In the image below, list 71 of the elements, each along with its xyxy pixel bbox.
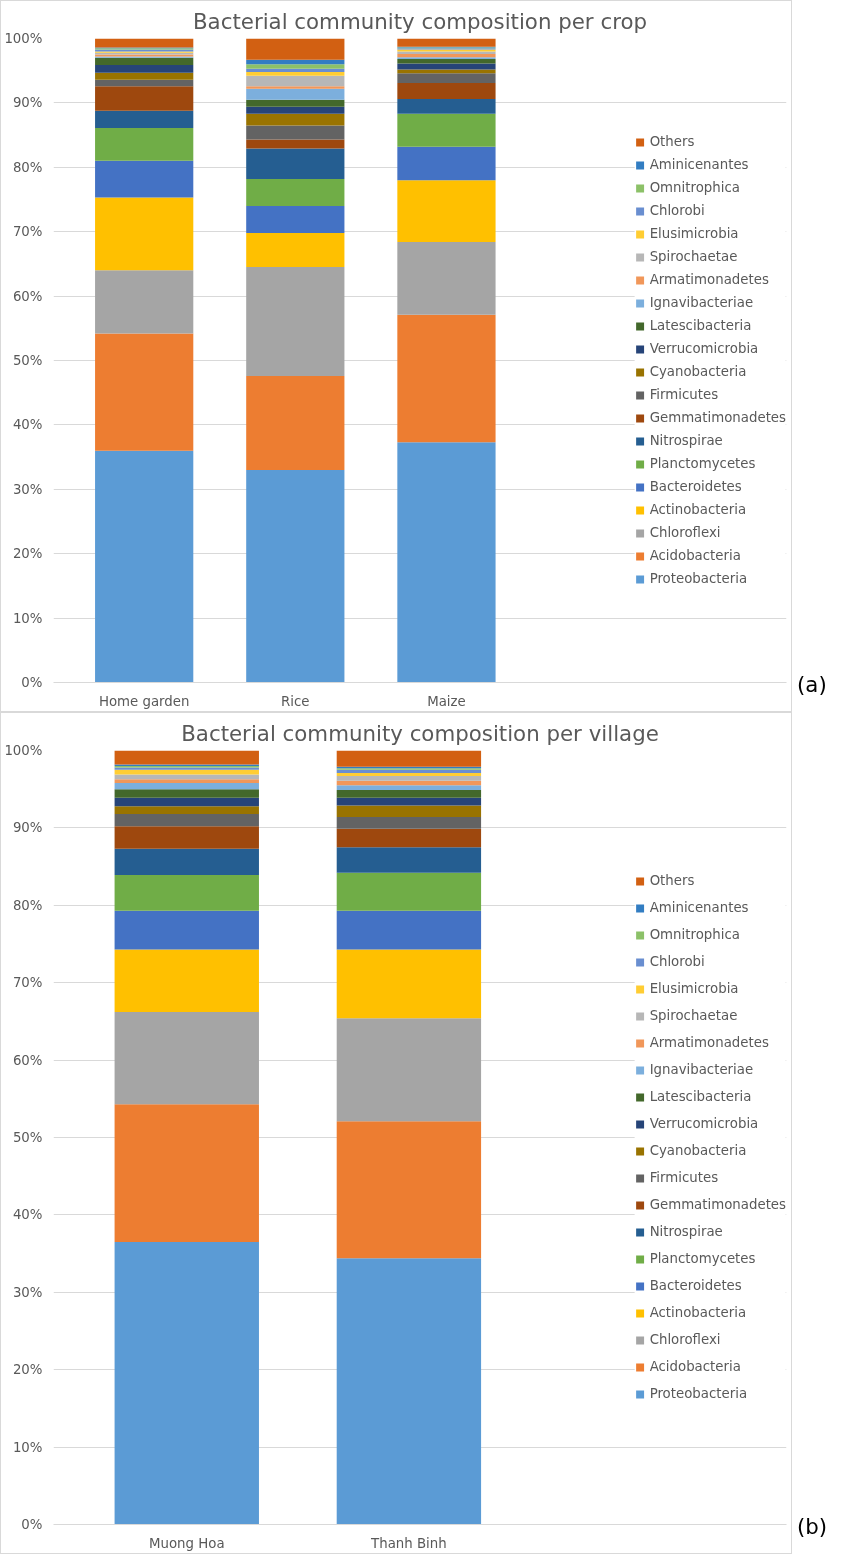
y-tick-label: 90% xyxy=(12,95,43,111)
legend-label: Verrucomicrobia xyxy=(649,1116,759,1131)
y-tick-label: 40% xyxy=(12,417,43,433)
legend-label: Bacteroidetes xyxy=(649,1278,742,1293)
legend-label: Acidobacteria xyxy=(649,1359,741,1374)
legend-label: Omnitrophica xyxy=(649,927,740,942)
legend-label: Spirochaetae xyxy=(649,249,738,264)
legend-label: Gemmatimonadetes xyxy=(649,410,786,425)
legend-label: Actinobacteria xyxy=(649,502,747,517)
y-tick-label: 70% xyxy=(12,975,43,991)
y-tick-label: 10% xyxy=(12,1439,43,1455)
y-tick-label: 20% xyxy=(12,546,43,562)
legend-label: Others xyxy=(649,134,695,149)
x-tick-label: Rice xyxy=(281,693,310,709)
y-tick-label: 100% xyxy=(4,31,43,46)
legend-label: Chlorobi xyxy=(649,203,705,218)
y-tick-label: 100% xyxy=(4,743,43,758)
y-tick-label: 0% xyxy=(21,1517,43,1532)
legend-label: Bacteroidetes xyxy=(649,479,742,494)
chart-title: Bacterial community composition per crop xyxy=(192,8,648,34)
legend-label: Proteobacteria xyxy=(649,571,748,586)
y-tick-label: 30% xyxy=(12,481,43,497)
legend-label: Chlorobi xyxy=(649,954,705,969)
legend-label: Planctomycetes xyxy=(649,456,756,471)
legend-label: Nitrospirae xyxy=(649,433,723,448)
legend-label: Proteobacteria xyxy=(649,1386,748,1401)
legend-label: Aminicenantes xyxy=(649,157,749,172)
legend-label: Gemmatimonadetes xyxy=(649,1197,786,1212)
y-tick-label: 70% xyxy=(12,224,43,240)
x-tick-label: Maize xyxy=(427,693,466,709)
x-tick-label: Muong Hoa xyxy=(148,1535,225,1551)
y-tick-label: 60% xyxy=(12,288,43,304)
y-tick-label: 20% xyxy=(12,1362,43,1378)
legend-label: Armatimonadetes xyxy=(649,1035,769,1050)
legend-label: Firmicutes xyxy=(649,1170,719,1185)
y-tick-label: 10% xyxy=(12,610,43,626)
x-tick-label: Home garden xyxy=(98,693,190,709)
y-tick-label: 80% xyxy=(12,897,43,913)
legend-label: Spirochaetae xyxy=(649,1008,738,1023)
legend-label: Latescibacteria xyxy=(649,318,752,333)
chart-title: Bacterial community composition per village xyxy=(181,720,659,746)
y-tick-label: 40% xyxy=(12,1207,43,1223)
legend-label: Cyanobacteria xyxy=(649,1143,747,1158)
legend-label: Cyanobacteria xyxy=(649,364,747,379)
legend-label: Nitrospirae xyxy=(649,1224,723,1239)
y-tick-label: 30% xyxy=(12,1284,43,1300)
legend-label: Acidobacteria xyxy=(649,548,741,563)
y-tick-label: 90% xyxy=(12,820,43,836)
legend-label: Firmicutes xyxy=(649,387,719,402)
legend-label: Elusimicrobia xyxy=(649,981,739,996)
legend-label: Latescibacteria xyxy=(649,1089,752,1104)
legend-label: Aminicenantes xyxy=(649,900,749,915)
text: (b) xyxy=(797,1513,828,1541)
legend-label: Omnitrophica xyxy=(649,180,740,195)
legend-label: Ignavibacteriae xyxy=(649,295,754,310)
y-tick-label: 80% xyxy=(12,159,43,175)
y-tick-label: 0% xyxy=(21,675,43,690)
legend-label: Verrucomicrobia xyxy=(649,341,759,356)
y-tick-label: 50% xyxy=(12,353,43,368)
legend-label: Actinobacteria xyxy=(649,1305,747,1320)
legend-label: Elusimicrobia xyxy=(649,226,739,241)
y-tick-label: 50% xyxy=(12,1130,43,1145)
legend-label: Ignavibacteriae xyxy=(649,1062,754,1077)
x-tick-label: Thanh Binh xyxy=(370,1535,447,1551)
legend-label: Chloroflexi xyxy=(649,525,721,540)
legend-label: Others xyxy=(649,873,695,888)
legend-label: Armatimonadetes xyxy=(649,272,769,287)
legend-label: Planctomycetes xyxy=(649,1251,756,1266)
text: (a) xyxy=(797,671,827,699)
y-tick-label: 60% xyxy=(12,1052,43,1068)
legend-label: Chloroflexi xyxy=(649,1332,721,1347)
